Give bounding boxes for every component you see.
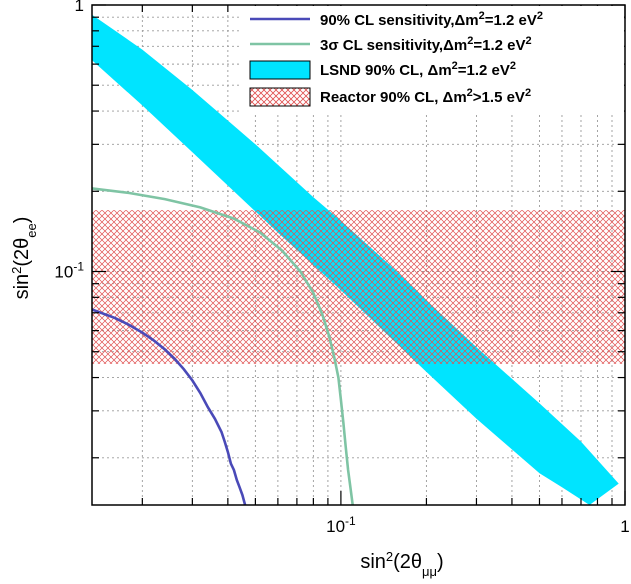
legend-swatch-reactor [249,87,311,107]
series-90cl-sensitivity-line [92,308,247,505]
reactor-band [92,210,625,364]
legend-label-90cl: 90% CL sensitivity,Δm2=1.2 eV2 [320,10,543,29]
legend: 90% CL sensitivity,Δm2=1.2 eV2 3σ CL sen… [242,6,624,112]
x-tick-label: 10-1 [326,514,356,536]
legend-entry-3sigma-sensitivity: 3σ CL sensitivity,Δm2=1.2 eV2 [250,35,532,54]
x-tick-label: 1 [620,517,629,536]
series-3sigma-sensitivity-line [92,187,354,505]
legend-label-lsnd: LSND 90% CL, Δm2=1.2 eV2 [320,60,516,79]
legend-label-3sigma: 3σ CL sensitivity,Δm2=1.2 eV2 [320,35,532,54]
legend-entry-90cl-sensitivity: 90% CL sensitivity,Δm2=1.2 eV2 [250,10,543,29]
plot-frame [91,4,626,506]
legend-swatch-lsnd [249,60,311,80]
y-tick-label: 1 [75,0,84,15]
x-axis-title: sin2(2θμμ) [360,549,443,579]
x-tick-labels: 10-1 1 [326,514,630,536]
y-axis-title: sin2(2θee) [9,217,39,300]
y-tick-labels: 10-1 1 [54,0,84,282]
legend-label-reactor: Reactor 90% CL, Δm2>1.5 eV2 [320,87,531,106]
legend-entry-lsnd: LSND 90% CL, Δm2=1.2 eV2 [249,60,516,80]
legend-entry-reactor: Reactor 90% CL, Δm2>1.5 eV2 [249,87,531,107]
y-tick-label: 10-1 [54,260,84,282]
